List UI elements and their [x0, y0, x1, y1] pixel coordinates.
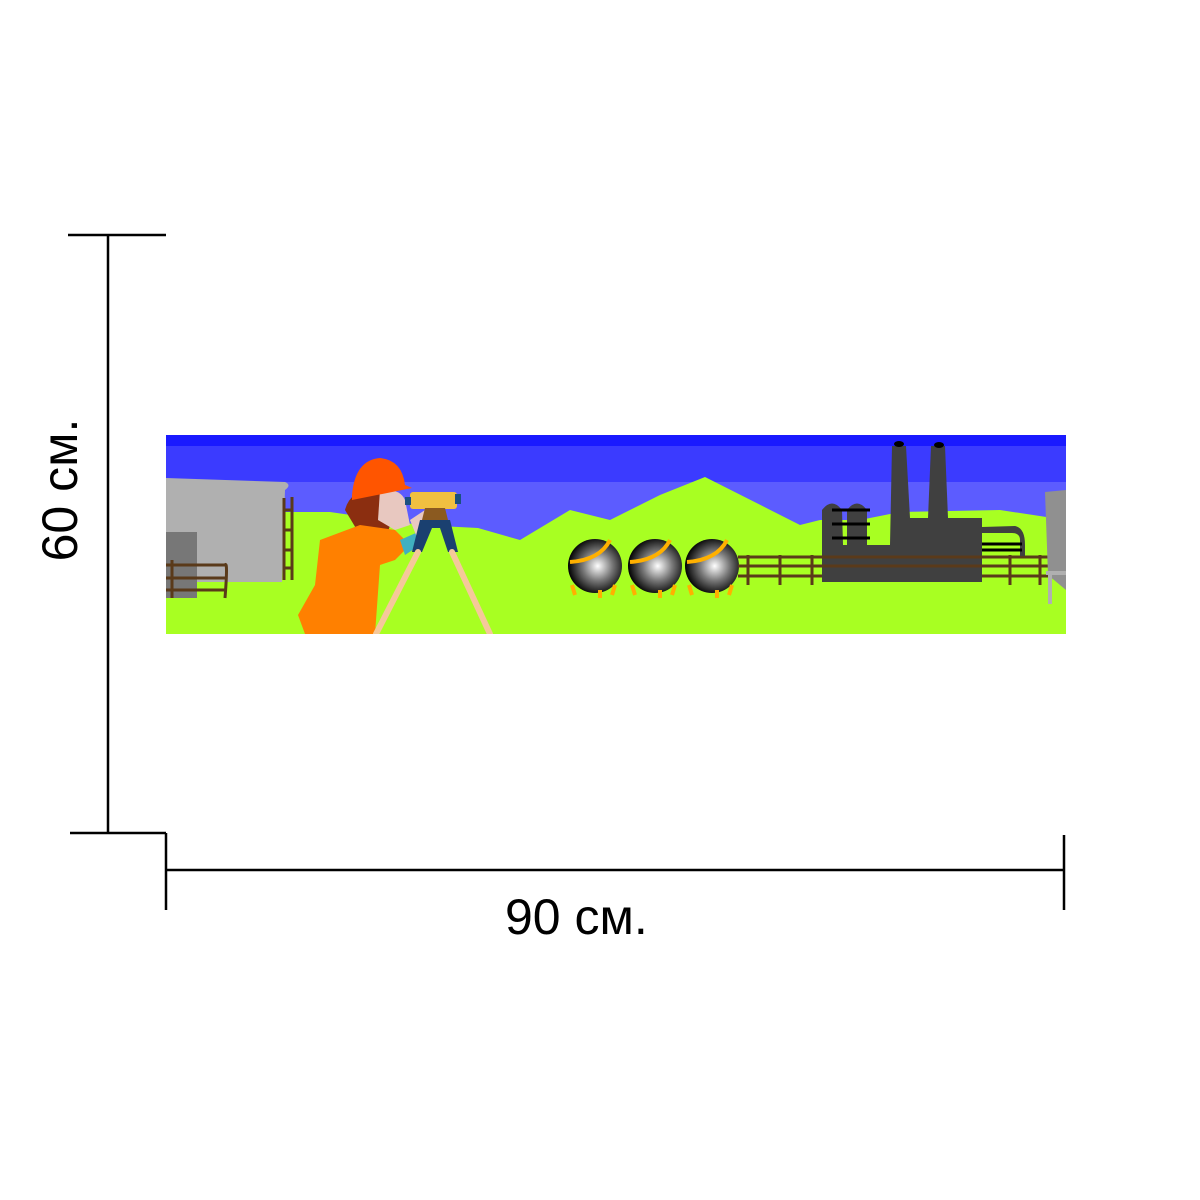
- surveyor-figure: [298, 458, 493, 634]
- factory: [822, 441, 1025, 582]
- height-dimension-line: [68, 233, 166, 835]
- banner-image: [166, 435, 1066, 634]
- right-tank: [1045, 490, 1066, 604]
- width-dimension-line: [164, 833, 1066, 910]
- width-label: 90 см.: [505, 889, 648, 945]
- spherical-tanks: [568, 539, 739, 598]
- height-label: 60 см.: [32, 418, 88, 562]
- storage-tank: [166, 478, 294, 599]
